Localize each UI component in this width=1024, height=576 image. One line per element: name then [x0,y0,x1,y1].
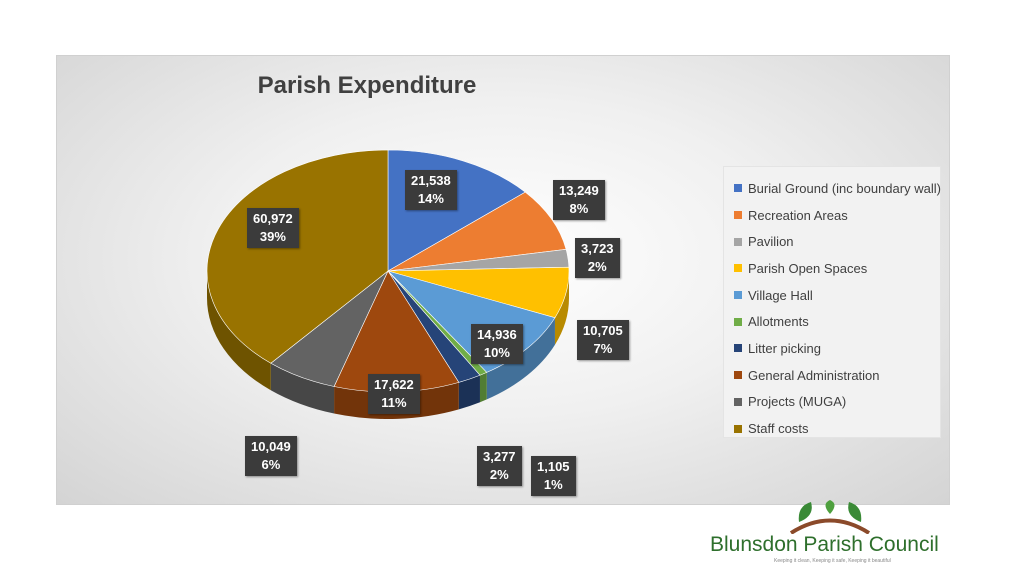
legend-swatch [734,184,742,193]
legend-label: General Administration [748,367,880,383]
data-label-percent: 7% [593,341,613,356]
legend-item: Village Hall [734,282,940,309]
legend-swatch [734,424,742,433]
legend-label: Pavilion [748,234,794,250]
legend-item: Staff costs [734,415,940,442]
data-label-percent: 14% [417,191,444,206]
data-label-value: 10,049 [251,439,291,454]
legend-label: Projects (MUGA) [748,394,847,410]
data-label-value: 13,249 [559,183,599,198]
legend-swatch [734,344,742,353]
data-label-value: 3,277 [483,449,516,464]
data-label-percent: 2% [587,259,607,274]
data-label-percent: 8% [569,201,589,216]
data-label-5: 1,105 1% [531,456,576,496]
chart-area: Parish Expenditure 21,538 14% 13,249 8% 3,72… [56,55,950,505]
legend-label: Village Hall [748,287,813,303]
data-label-3: 10,705 7% [577,320,629,360]
legend-item: General Administration [734,362,940,389]
data-label-0: 21,538 14% [405,170,457,210]
legend-swatch [734,237,742,246]
data-label-value: 21,538 [411,173,451,188]
pie-side-6 [458,375,480,410]
legend-label: Litter picking [748,340,821,356]
legend-item: Allotments [734,308,940,335]
data-label-2: 3,723 2% [575,238,620,278]
pie-side-8 [270,363,335,414]
legend-swatch [734,264,742,273]
data-label-percent: 2% [489,467,509,482]
legend-item: Projects (MUGA) [734,389,940,416]
logo-tagline: Keeping it clean, Keeping it safe, Keepi… [774,558,891,564]
logo-text: Blunsdon Parish Council [710,533,939,556]
data-label-6: 3,277 2% [477,446,522,486]
pie-side-3 [554,271,569,345]
data-label-percent: 39% [259,229,286,244]
legend-label: Staff costs [748,421,809,437]
legend-item: Parish Open Spaces [734,255,940,282]
pie-side-9 [207,271,271,391]
chart-title: Parish Expenditure [257,72,477,99]
data-label-9: 60,972 39% [247,208,299,248]
pie-slice-9 [206,149,389,364]
legend-swatch [734,317,742,326]
legend-item: Burial Ground (inc boundary wall) [734,175,941,202]
data-label-4: 14,936 10% [471,324,523,364]
pie-side-5 [479,372,487,403]
leaf-emblem-icon [789,500,871,534]
legend-swatch [734,397,742,406]
data-label-percent: 6% [261,457,281,472]
legend-swatch [734,371,742,380]
data-label-value: 60,972 [253,211,293,226]
legend-swatch [734,211,742,220]
legend-swatch [734,291,742,300]
data-label-value: 17,622 [374,377,414,392]
council-logo: Blunsdon Parish Council Keeping it clean… [710,500,960,570]
legend-item: Litter picking [734,335,940,362]
data-label-value: 1,105 [537,459,570,474]
legend-label: Recreation Areas [748,207,848,223]
data-label-percent: 10% [483,345,510,360]
data-label-value: 14,936 [477,327,517,342]
pie-slice-1 [387,191,567,272]
legend-label: Allotments [748,314,809,330]
data-label-value: 10,705 [583,323,623,338]
data-label-7: 17,622 11% [368,374,420,414]
data-label-8: 10,049 6% [245,436,297,476]
data-label-percent: 11% [381,395,407,410]
legend-label: Burial Ground (inc boundary wall) [748,180,941,196]
data-label-1: 13,249 8% [553,180,605,220]
legend-item: Recreation Areas [734,202,940,229]
legend: Burial Ground (inc boundary wall) Recreat… [723,166,941,438]
legend-item: Pavilion [734,228,940,255]
data-label-percent: 1% [543,477,563,492]
legend-label: Parish Open Spaces [748,260,868,276]
data-label-value: 3,723 [581,241,614,256]
